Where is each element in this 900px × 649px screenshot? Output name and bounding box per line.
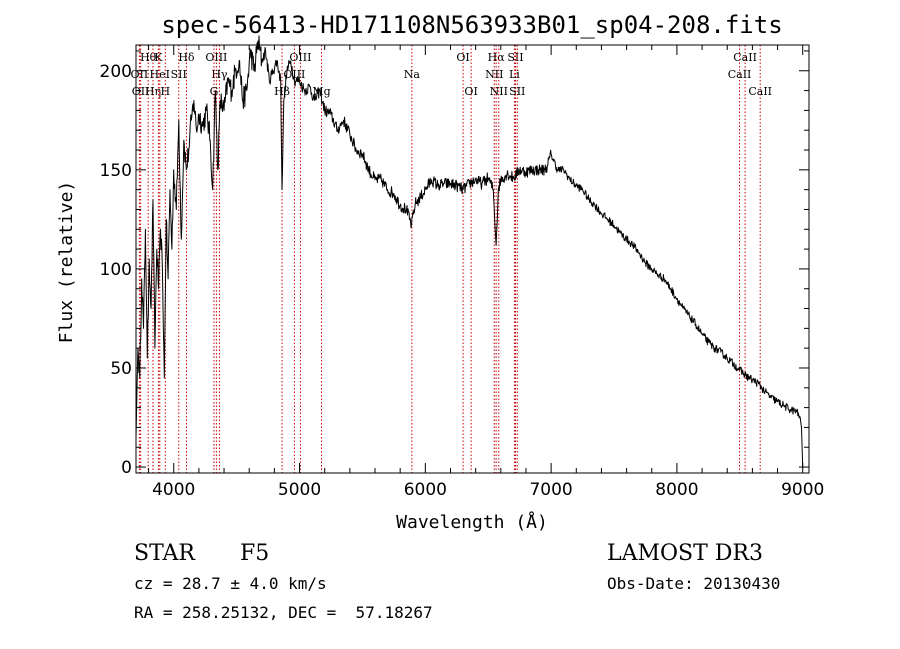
y-tick-label: 0 [121, 458, 132, 478]
line-marker-label: NII [485, 68, 503, 81]
spectrum-line [135, 35, 804, 468]
y-tick-label: 50 [110, 359, 132, 379]
x-tick-label: 8000 [655, 480, 698, 500]
x-axis-label: Wavelength (Å) [396, 511, 548, 533]
line-marker-label: H [161, 85, 171, 98]
x-tick-label: 4000 [152, 480, 195, 500]
line-marker-label: OIII [283, 68, 305, 81]
x-tick-label: 5000 [278, 480, 321, 500]
line-marker-label: Hθ [140, 51, 157, 64]
line-marker-label: SII [507, 51, 523, 64]
x-tick-label: 6000 [404, 480, 447, 500]
line-marker-label: Hγ [211, 68, 228, 81]
spectral-subclass: F5 [240, 541, 270, 566]
coordinates: RA = 258.25132, DEC = 57.18267 [134, 603, 433, 622]
line-marker-label: Hη [145, 85, 161, 98]
line-marker-label: SII [509, 85, 525, 98]
chart-title: spec-56413-HD171108N563933B01_sp04-208.f… [161, 11, 782, 39]
object-type: STAR [134, 541, 195, 566]
line-marker-label: OIII [289, 51, 311, 64]
x-tick-label: 9000 [781, 480, 824, 500]
line-marker-label: Hα [488, 51, 506, 64]
y-tick-label: 150 [100, 161, 132, 181]
line-marker-label: CaII [748, 85, 772, 98]
line-marker-label: CaII [733, 51, 757, 64]
y-axis-label: Flux (relative) [56, 181, 77, 344]
line-marker-label: HeI [150, 68, 170, 81]
observation-date: Obs-Date: 20130430 [607, 574, 781, 593]
line-marker-label: Hδ [178, 51, 195, 64]
survey-name: LAMOST DR3 [607, 541, 763, 566]
x-axis: 4000 5000 6000 7000 8000 9000 [148, 45, 824, 500]
line-marker-label: OII [131, 68, 149, 81]
y-tick-label: 200 [100, 62, 132, 82]
line-marker-label: OI [456, 51, 469, 64]
line-marker-label: CaII [728, 68, 752, 81]
flux-series [135, 35, 804, 468]
line-marker-label: OIII [205, 51, 227, 64]
line-marker-label: OI [464, 85, 477, 98]
y-axis: 0 50 100 150 200 [100, 50, 809, 478]
line-marker-label: SII [171, 68, 187, 81]
line-marker-label: K [154, 51, 163, 64]
redshift-velocity: cz = 28.7 ± 4.0 km/s [134, 574, 327, 593]
line-marker-label: Na [404, 68, 421, 81]
line-marker-label: Li [509, 68, 520, 81]
line-marker-label: NII [490, 85, 508, 98]
line-marker-label: G [210, 85, 219, 98]
line-marker-label: Hβ [274, 85, 290, 98]
plot-frame [135, 44, 810, 474]
x-tick-label: 7000 [529, 480, 572, 500]
y-tick-label: 100 [100, 260, 132, 280]
